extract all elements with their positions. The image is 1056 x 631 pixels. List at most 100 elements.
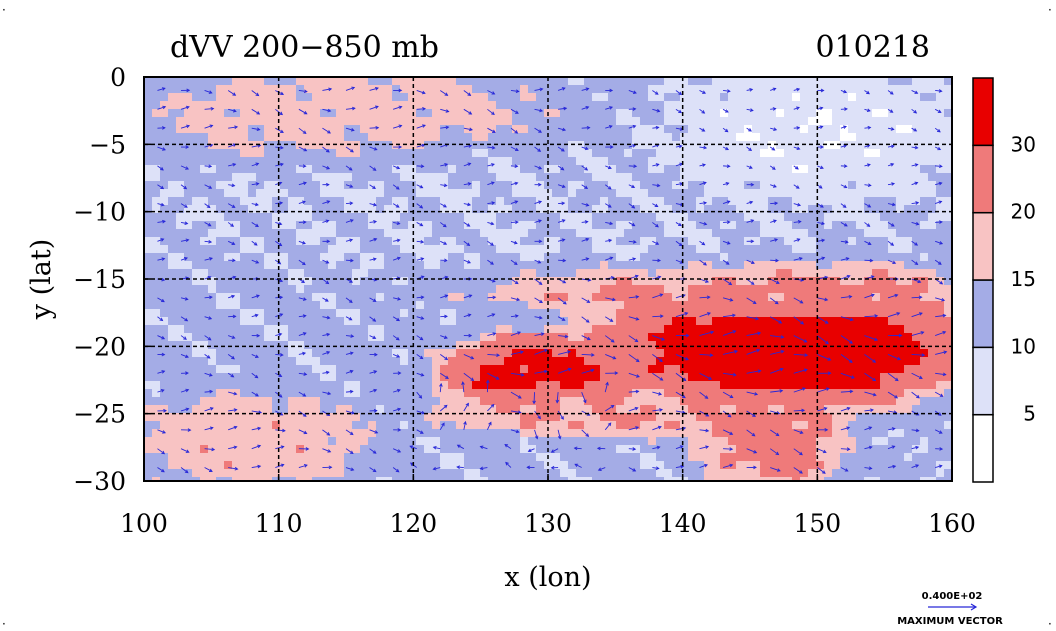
field-cell [792,253,801,262]
field-cell [608,213,617,222]
field-cell [176,173,185,182]
field-cell [600,269,609,278]
field-cell [552,229,561,238]
field-cell [888,173,897,182]
field-cell [456,421,465,430]
field-cell [728,453,737,462]
field-cell [576,429,585,438]
field-cell [760,333,769,342]
field-cell [616,101,625,110]
field-cell [192,157,201,166]
field-cell [312,85,321,94]
field-cell [752,437,761,446]
field-cell [144,389,153,398]
field-cell [256,93,265,102]
field-cell [816,453,825,462]
field-cell [560,173,569,182]
field-cell [256,229,265,238]
field-cell [472,173,481,182]
field-cell [352,93,361,102]
field-cell [880,301,889,310]
field-cell [688,397,697,406]
field-cell [864,477,873,481]
field-cell [392,253,401,262]
field-cell [776,477,785,481]
field-cell [472,301,481,310]
field-cell [632,181,641,190]
field-cell [688,453,697,462]
field-cell [496,85,505,94]
field-cell [248,389,257,398]
field-cell [640,157,649,166]
field-cell [152,413,161,422]
field-cell [688,197,697,206]
field-cell [152,141,161,150]
field-cell [904,93,913,102]
field-cell [848,365,857,374]
field-cell [160,245,169,254]
field-cell [384,301,393,310]
field-cell [712,477,721,481]
field-cell [304,453,313,462]
field-cell [392,157,401,166]
field-cell [264,357,273,366]
field-cell [336,309,345,318]
field-cell [384,413,393,422]
field-cell [784,181,793,190]
field-cell [880,229,889,238]
field-cell [776,405,785,414]
field-cell [368,189,377,198]
field-cell [232,349,241,358]
field-cell [496,205,505,214]
field-cell [528,285,537,294]
field-cell [216,85,225,94]
field-cell [288,181,297,190]
field-cell [792,245,801,254]
field-cell [352,365,361,374]
field-cell [912,181,921,190]
field-cell [840,213,849,222]
field-cell [184,229,193,238]
field-cell [416,389,425,398]
field-cell [176,237,185,246]
field-cell [760,157,769,166]
field-cell [368,109,377,118]
field-cell [720,461,729,470]
field-cell [208,341,217,350]
field-cell [368,261,377,270]
field-cell [624,213,633,222]
field-cell [520,213,529,222]
field-cell [568,389,577,398]
field-cell [232,445,241,454]
field-cell [448,277,457,286]
field-cell [200,389,209,398]
field-cell [256,77,265,86]
field-cell [912,85,921,94]
field-cell [648,421,657,430]
field-cell [352,245,361,254]
field-cell [464,213,473,222]
field-cell [648,277,657,286]
field-cell [376,197,385,206]
field-cell [592,269,601,278]
field-cell [648,413,657,422]
field-cell [704,261,713,270]
field-cell [872,461,881,470]
field-cell [872,421,881,430]
field-cell [576,461,585,470]
field-cell [184,461,193,470]
field-cell [864,469,873,478]
field-cell [664,141,673,150]
field-cell [272,77,281,86]
field-cell [576,237,585,246]
field-cell [416,133,425,142]
field-cell [544,205,553,214]
field-cell [440,381,449,390]
field-cell [344,317,353,326]
field-cell [536,461,545,470]
field-cell [704,421,713,430]
field-cell [760,277,769,286]
field-cell [384,165,393,174]
field-cell [648,213,657,222]
field-cell [248,221,257,230]
